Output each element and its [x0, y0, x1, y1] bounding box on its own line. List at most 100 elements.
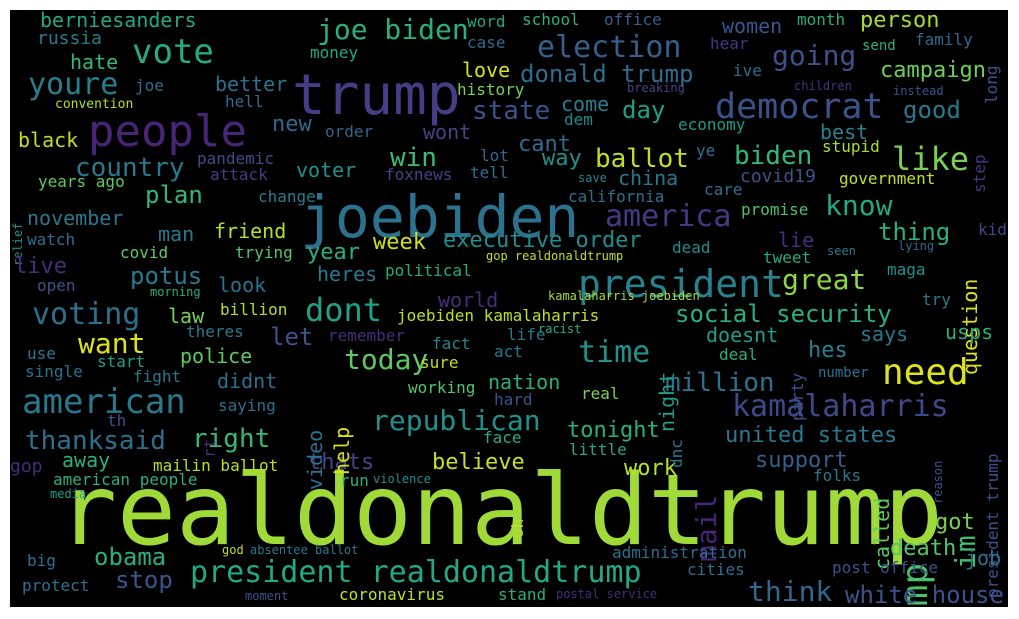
cloud-word: support [755, 448, 848, 473]
cloud-word: people [88, 106, 247, 157]
cloud-word: money [310, 43, 359, 62]
cloud-word: maga [887, 260, 926, 279]
cloud-word: person [860, 10, 940, 33]
cloud-word: life [507, 325, 546, 344]
cloud-word: seen [827, 244, 856, 258]
cloud-word: racist [538, 322, 582, 336]
cloud-word: didnt [217, 369, 278, 393]
cloud-word: long [982, 65, 1001, 104]
cloud-word: women [722, 14, 783, 38]
cloud-word: america [605, 199, 732, 234]
cloud-word: reason [931, 460, 945, 504]
cloud-word: executive order [443, 228, 642, 253]
cloud-word: family [915, 30, 973, 49]
cloud-word: week [373, 230, 426, 255]
cloud-word: history [457, 80, 525, 99]
cloud-word: lie [778, 228, 815, 252]
cloud-word: joe [135, 76, 164, 95]
cloud-word: death [890, 536, 957, 561]
cloud-word: american [22, 382, 186, 422]
cloud-word: believe [432, 450, 525, 475]
cloud-word: wont [423, 120, 472, 144]
cloud-word: like [892, 140, 970, 178]
cloud-word: use [27, 344, 56, 363]
cloud-word: friend [214, 219, 287, 243]
cloud-word: stop [115, 566, 173, 594]
cloud-word: day [622, 96, 666, 124]
cloud-word: social security [675, 300, 892, 328]
cloud-word: trump [292, 63, 461, 128]
cloud-word: absentee ballot [250, 543, 359, 557]
cloud-word: start [97, 352, 146, 371]
cloud-word: election [537, 30, 682, 65]
cloud-word: heres [317, 262, 378, 286]
cloud-word: stand [498, 585, 547, 604]
cloud-word: california [568, 187, 665, 206]
cloud-word: political [385, 261, 472, 280]
cloud-word: convention [55, 97, 134, 112]
cloud-word: mailin ballot [153, 456, 279, 475]
cloud-word: potus [130, 262, 203, 290]
cloud-word: thanksaid [25, 426, 166, 456]
cloud-word: pandemic [197, 149, 275, 168]
cloud-word: gop realdonaldtrump [486, 249, 624, 263]
cloud-word: obama [94, 543, 167, 571]
cloud-word: voting [32, 297, 141, 332]
cloud-word: white house [845, 581, 1004, 607]
cloud-word: saying [218, 396, 276, 415]
cloud-word: right [192, 424, 271, 454]
cloud-word: hear [710, 34, 749, 53]
cloud-word: tell [470, 163, 509, 182]
cloud-word: economy [678, 115, 746, 134]
cloud-word: tweet [763, 248, 812, 267]
cloud-word: november [27, 206, 124, 230]
cloud-word: kamalaharris joebiden [548, 289, 700, 303]
cloud-word: state [472, 96, 551, 126]
cloud-word: try [922, 290, 951, 309]
cloud-word: act [494, 342, 523, 361]
cloud-word: morning [150, 285, 201, 299]
cloud-word: thats [308, 450, 375, 475]
cloud-word: campaign [880, 58, 986, 83]
cloud-word: watch [27, 230, 76, 249]
cloud-word: country [75, 153, 185, 183]
cloud-word: fact [432, 334, 471, 353]
cloud-word: help [330, 426, 354, 475]
cloud-word: administration [612, 543, 747, 562]
word-cloud: realdonaldtrump joebiden trump people presid… [10, 10, 1008, 607]
cloud-word: gop [10, 456, 43, 477]
cloud-word: word [467, 12, 506, 31]
cloud-word: breaking [627, 81, 685, 95]
cloud-word: fight [133, 367, 182, 386]
cloud-word: cant [518, 132, 571, 157]
cloud-word: want [78, 327, 146, 360]
cloud-word: cities [687, 560, 745, 579]
cloud-word: china [618, 166, 679, 190]
cloud-word: away [62, 448, 111, 472]
cloud-word: sure [420, 353, 459, 372]
cloud-word: let [270, 323, 314, 351]
cloud-word: little [569, 440, 627, 459]
cloud-word: biden [734, 141, 813, 171]
cloud-word: save [578, 171, 607, 185]
cloud-word: step [970, 154, 989, 193]
cloud-word: vote [132, 32, 214, 72]
cloud-word: kid [978, 220, 1007, 239]
cloud-word: usps [945, 320, 994, 344]
cloud-word: night [655, 371, 679, 432]
cloud-word: good [903, 96, 961, 124]
cloud-word: berniesanders [40, 10, 197, 32]
cloud-word: republican [372, 404, 541, 437]
cloud-word: oh [508, 518, 527, 538]
cloud-word: youre [28, 67, 119, 102]
cloud-word: office [604, 10, 662, 29]
cloud-word: joebiden [300, 183, 580, 251]
cloud-word: open [37, 276, 76, 295]
cloud-word: law [168, 304, 205, 328]
cloud-word: going [772, 39, 857, 72]
cloud-word: got [935, 510, 975, 535]
cloud-word: need [882, 352, 969, 393]
cloud-word: american people [53, 470, 198, 489]
cloud-word: way [542, 146, 582, 171]
cloud-word: media [50, 487, 87, 501]
